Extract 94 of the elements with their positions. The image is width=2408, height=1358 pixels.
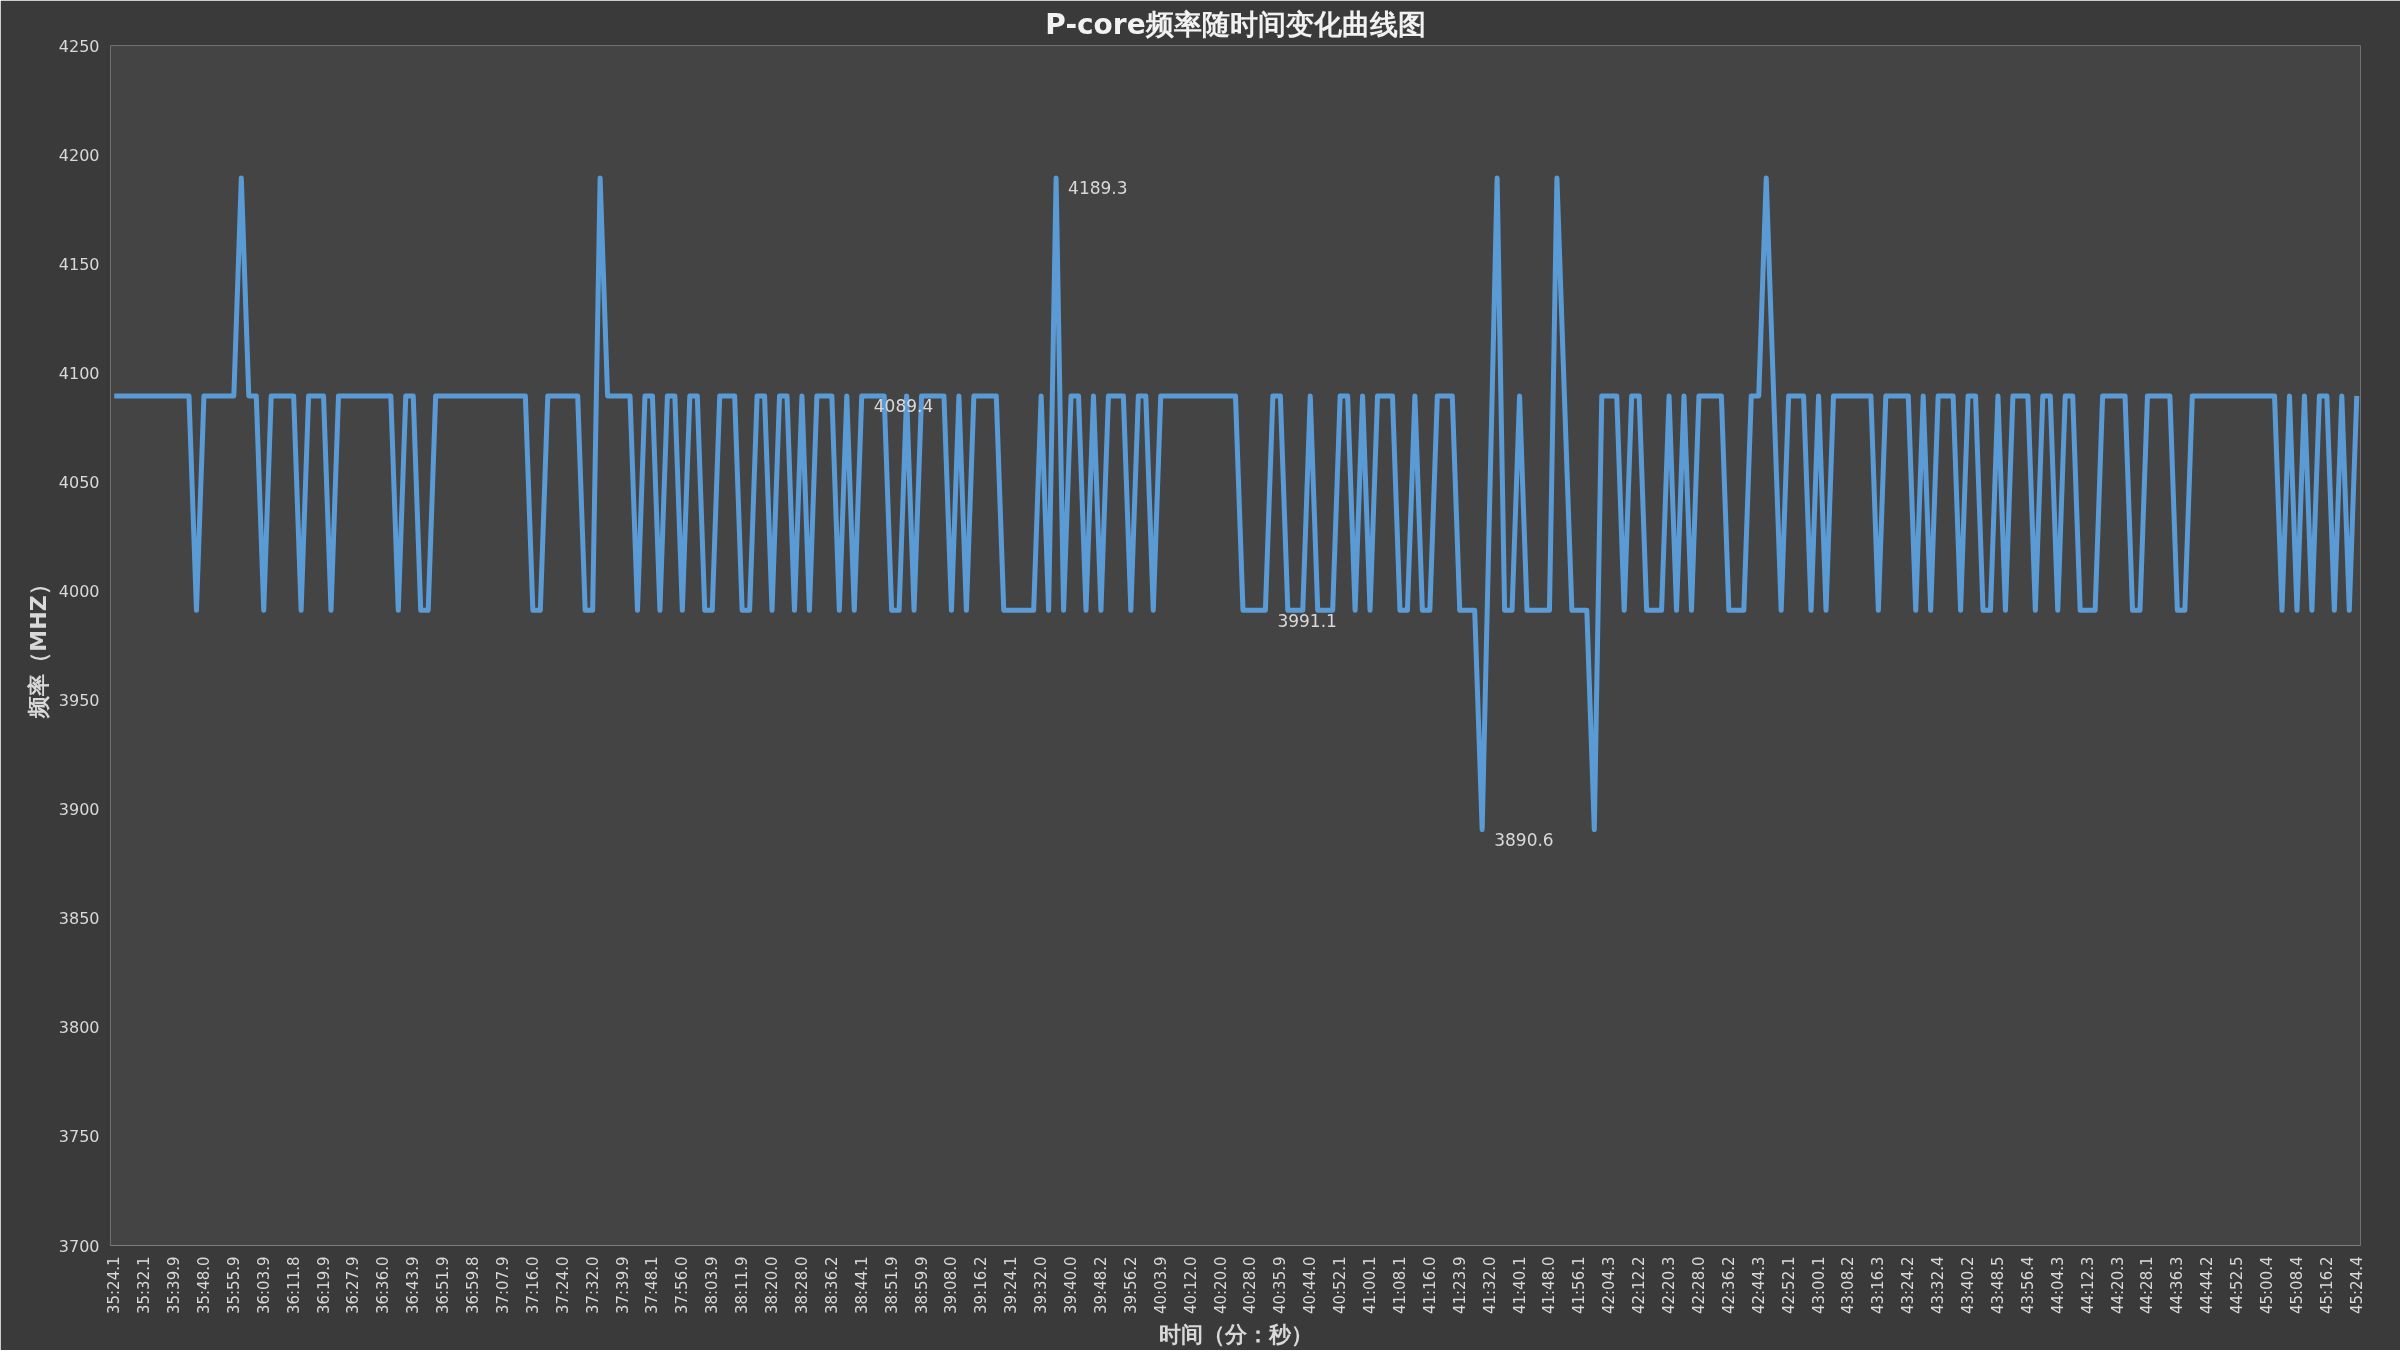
x-tick-label: 40:28.0	[1241, 1256, 1260, 1315]
x-tick-label: 43:08.2	[1839, 1256, 1858, 1315]
x-tick-label: 42:04.3	[1600, 1256, 1619, 1315]
x-tick-label: 39:40.0	[1062, 1256, 1081, 1315]
data-label: 4189.3	[1068, 178, 1128, 199]
x-tick-label: 41:00.1	[1361, 1256, 1380, 1315]
x-tick-label: 40:20.0	[1211, 1256, 1230, 1315]
x-tick-label: 42:20.3	[1660, 1256, 1679, 1315]
x-tick-label: 39:24.1	[1002, 1256, 1021, 1315]
x-tick-label: 42:12.2	[1630, 1256, 1649, 1315]
x-tick-label: 39:32.0	[1032, 1256, 1051, 1315]
x-tick-label: 41:16.0	[1420, 1256, 1439, 1315]
x-tick-label: 42:28.0	[1689, 1256, 1708, 1315]
x-tick-label: 38:36.2	[822, 1256, 841, 1315]
x-tick-label: 44:28.1	[2138, 1256, 2157, 1315]
x-tick-label: 36:03.9	[254, 1256, 273, 1315]
x-tick-label: 36:36.0	[374, 1256, 393, 1315]
x-tick-label: 43:56.4	[2018, 1256, 2037, 1315]
x-tick-label: 35:55.9	[224, 1256, 243, 1315]
x-tick-label: 38:44.1	[852, 1256, 871, 1315]
x-tick-label: 43:00.1	[1809, 1256, 1828, 1315]
x-tick-label: 37:48.1	[643, 1256, 662, 1315]
chart-title: P-core频率随时间变化曲线图	[1045, 7, 1426, 41]
x-tick-label: 37:32.0	[583, 1256, 602, 1315]
x-tick-label: 40:52.1	[1331, 1256, 1350, 1315]
x-tick-label: 43:48.5	[1988, 1256, 2007, 1315]
x-tick-label: 44:52.5	[2228, 1256, 2247, 1315]
data-label: 3991.1	[1277, 610, 1337, 631]
y-tick-label: 4100	[58, 363, 100, 383]
x-tick-label: 42:36.2	[1719, 1256, 1738, 1315]
x-tick-label: 45:08.4	[2287, 1256, 2306, 1315]
x-tick-label: 37:39.9	[613, 1256, 632, 1315]
x-tick-label: 36:11.8	[284, 1256, 303, 1315]
y-tick-label: 4050	[58, 472, 100, 492]
x-tick-label: 41:40.1	[1510, 1256, 1529, 1315]
x-tick-label: 38:11.9	[733, 1256, 752, 1315]
y-tick-label: 4150	[58, 254, 100, 274]
y-tick-label: 3950	[58, 691, 100, 711]
y-tick-label: 3850	[58, 909, 100, 929]
y-tick-label: 4250	[58, 36, 100, 56]
x-tick-label: 36:59.8	[464, 1256, 483, 1315]
x-tick-label: 42:44.3	[1749, 1256, 1768, 1315]
y-tick-label: 3800	[58, 1018, 100, 1038]
x-tick-label: 41:48.0	[1540, 1256, 1559, 1315]
x-tick-label: 37:56.0	[673, 1256, 692, 1315]
x-tick-label: 44:44.2	[2198, 1256, 2217, 1315]
x-tick-label: 45:00.4	[2258, 1256, 2277, 1315]
x-tick-label: 40:03.9	[1151, 1256, 1170, 1315]
x-tick-label: 39:48.2	[1091, 1256, 1110, 1315]
x-tick-label: 36:27.9	[344, 1256, 363, 1315]
x-tick-label: 39:08.0	[942, 1256, 961, 1315]
x-tick-label: 39:16.2	[972, 1256, 991, 1315]
x-tick-label: 35:48.0	[194, 1256, 213, 1315]
x-tick-label: 45:16.2	[2317, 1256, 2336, 1315]
x-tick-label: 44:04.3	[2048, 1256, 2067, 1315]
x-tick-label: 38:28.0	[792, 1256, 811, 1315]
x-tick-label: 44:20.3	[2108, 1256, 2127, 1315]
x-tick-label: 40:12.0	[1181, 1256, 1200, 1315]
x-tick-label: 36:19.9	[314, 1256, 333, 1315]
x-axis-title: 时间（分：秒）	[1158, 1322, 1313, 1348]
x-tick-label: 37:07.9	[493, 1256, 512, 1315]
x-tick-label: 36:43.9	[404, 1256, 423, 1315]
x-tick-label: 37:24.0	[553, 1256, 572, 1315]
x-tick-label: 38:20.0	[763, 1256, 782, 1315]
x-tick-label: 43:16.3	[1869, 1256, 1888, 1315]
x-tick-label: 41:08.1	[1390, 1256, 1409, 1315]
x-tick-label: 44:12.3	[2078, 1256, 2097, 1315]
x-tick-label: 40:44.0	[1301, 1256, 1320, 1315]
y-tick-label: 4200	[58, 145, 100, 165]
x-tick-label: 43:24.2	[1899, 1256, 1918, 1315]
y-tick-label: 3750	[58, 1127, 100, 1147]
y-tick-label: 3700	[58, 1236, 100, 1256]
x-tick-label: 37:16.0	[523, 1256, 542, 1315]
x-tick-label: 39:56.2	[1121, 1256, 1140, 1315]
x-tick-label: 41:32.0	[1480, 1256, 1499, 1315]
x-tick-label: 44:36.3	[2168, 1256, 2187, 1315]
x-tick-label: 38:51.9	[882, 1256, 901, 1315]
x-tick-label: 43:40.2	[1959, 1256, 1978, 1315]
x-tick-label: 41:56.1	[1570, 1256, 1589, 1315]
x-tick-label: 43:32.4	[1929, 1256, 1948, 1315]
y-tick-label: 4000	[58, 581, 100, 601]
x-tick-label: 35:24.1	[105, 1256, 124, 1315]
y-tick-label: 3900	[58, 800, 100, 820]
x-tick-label: 38:03.9	[703, 1256, 722, 1315]
x-tick-label: 42:52.1	[1779, 1256, 1798, 1315]
x-tick-label: 38:59.9	[912, 1256, 931, 1315]
x-tick-label: 36:51.9	[434, 1256, 453, 1315]
x-tick-label: 40:35.9	[1271, 1256, 1290, 1315]
data-label: 3890.6	[1494, 830, 1554, 851]
y-axis-title: 频率（MHZ）	[25, 573, 51, 719]
x-tick-label: 41:23.9	[1450, 1256, 1469, 1315]
x-tick-label: 35:32.1	[135, 1256, 154, 1315]
x-tick-label: 45:24.4	[2347, 1256, 2366, 1315]
x-tick-label: 35:39.9	[165, 1256, 184, 1315]
